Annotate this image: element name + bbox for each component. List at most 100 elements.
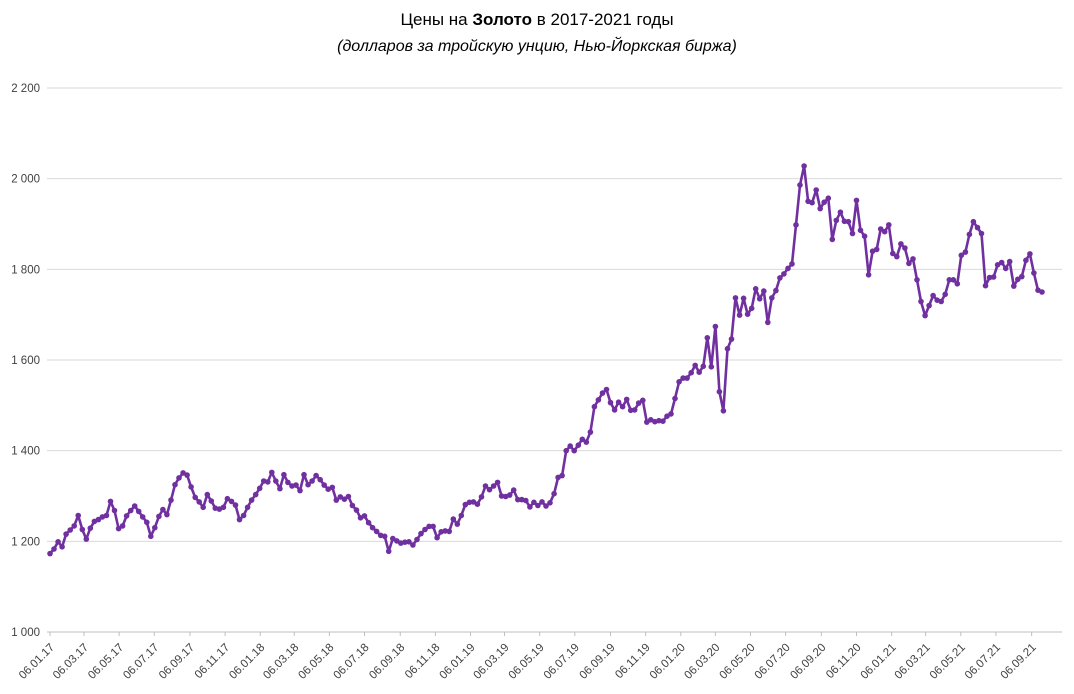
data-point xyxy=(281,471,287,478)
data-point xyxy=(640,397,646,404)
data-point xyxy=(946,277,953,283)
data-point xyxy=(708,364,715,370)
data-point xyxy=(744,311,751,318)
data-point xyxy=(450,516,457,522)
x-tick-label: 06.11.19 xyxy=(613,642,653,682)
data-point xyxy=(506,492,513,498)
data-point xyxy=(79,526,86,533)
y-axis-labels: 1 000 1 200 1 400 1 600 1 800 2 000 2 200 xyxy=(11,83,40,639)
data-point xyxy=(252,491,259,498)
data-point xyxy=(244,504,251,511)
data-point xyxy=(494,479,501,486)
data-point xyxy=(773,287,779,294)
data-point xyxy=(603,386,610,393)
data-point xyxy=(430,523,436,530)
data-point xyxy=(55,539,61,545)
y-tick-label: 1 200 xyxy=(11,536,40,548)
data-point xyxy=(168,497,174,503)
data-point xyxy=(269,469,275,476)
data-point xyxy=(619,403,626,410)
data-point xyxy=(845,218,852,225)
data-point xyxy=(575,442,582,449)
x-tick-label: 06.07.21 xyxy=(963,642,1003,682)
data-point xyxy=(236,516,243,523)
x-tick-label: 06.03.18 xyxy=(261,642,301,682)
data-point xyxy=(204,491,211,498)
data-point xyxy=(510,487,517,493)
data-point xyxy=(732,295,739,301)
x-tick-label: 06.07.17 xyxy=(121,642,161,682)
data-point xyxy=(660,418,666,425)
data-point xyxy=(599,390,606,396)
data-point xyxy=(958,252,965,259)
data-point xyxy=(115,525,122,532)
data-point xyxy=(349,502,356,509)
x-tick-label: 06.05.21 xyxy=(928,642,968,682)
data-point xyxy=(756,296,763,302)
data-point xyxy=(998,259,1005,266)
x-tick-label: 06.03.20 xyxy=(682,642,722,682)
data-point xyxy=(611,407,618,413)
x-tick-label: 06.05.20 xyxy=(717,642,757,682)
data-point xyxy=(785,265,791,272)
data-point xyxy=(317,476,324,483)
x-tick-label: 06.03.21 xyxy=(893,642,933,682)
chart-title-suffix: в 2017-2021 годы xyxy=(532,10,674,29)
data-point xyxy=(595,397,602,403)
data-point xyxy=(265,479,271,485)
data-point xyxy=(837,209,844,215)
data-point xyxy=(301,471,307,478)
data-point xyxy=(369,524,376,531)
data-point xyxy=(172,481,178,488)
data-point xyxy=(337,494,344,500)
data-point xyxy=(160,506,166,513)
data-point xyxy=(119,523,126,529)
data-point xyxy=(950,277,957,283)
data-point xyxy=(67,527,73,533)
data-point xyxy=(720,408,727,414)
y-tick-label: 1 000 xyxy=(11,627,40,639)
data-point xyxy=(498,493,505,499)
x-tick-label: 06.09.18 xyxy=(367,642,407,682)
data-point xyxy=(781,271,787,277)
data-point xyxy=(761,288,767,294)
data-point xyxy=(341,496,348,503)
data-point xyxy=(922,312,928,319)
data-point xyxy=(131,503,138,509)
data-point xyxy=(801,163,807,169)
data-point xyxy=(345,493,352,500)
data-point xyxy=(156,513,162,520)
data-point xyxy=(414,536,420,543)
data-point xyxy=(623,396,630,403)
data-point xyxy=(188,484,194,490)
data-point xyxy=(458,512,465,519)
data-point xyxy=(635,400,642,406)
data-point xyxy=(1002,265,1009,272)
data-point xyxy=(700,363,707,370)
data-point xyxy=(930,292,936,299)
data-point xyxy=(95,516,102,523)
data-point xyxy=(918,298,924,305)
data-point xyxy=(176,475,182,481)
x-tick-label: 06.09.21 xyxy=(999,642,1039,682)
data-point-markers xyxy=(47,163,1045,557)
data-point xyxy=(385,548,392,555)
data-point xyxy=(462,501,469,508)
data-point xyxy=(277,485,283,492)
data-point xyxy=(724,345,731,352)
data-point xyxy=(75,512,81,519)
data-point xyxy=(123,513,130,519)
data-point xyxy=(208,498,215,504)
data-point xyxy=(127,507,134,514)
data-point xyxy=(184,472,190,478)
data-point xyxy=(1006,258,1013,265)
chart-title: Цены на Золото в 2017-2021 годы xyxy=(0,10,1074,30)
data-point xyxy=(821,199,827,205)
data-point xyxy=(954,281,961,287)
y-tick-label: 1 800 xyxy=(11,264,40,276)
data-point xyxy=(740,295,747,302)
data-point xyxy=(829,236,836,243)
data-point xyxy=(285,479,291,486)
